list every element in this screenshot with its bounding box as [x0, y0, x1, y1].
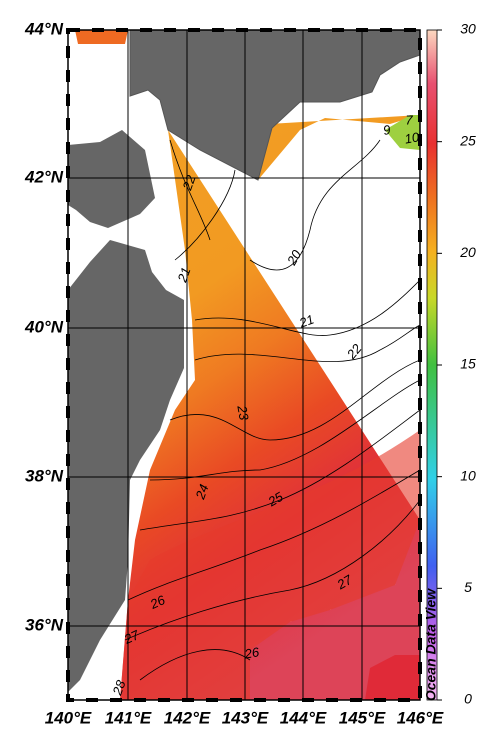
contour-label: 26: [147, 592, 168, 612]
contour-line: [124, 499, 420, 641]
cold-patch: [385, 115, 420, 150]
contour-label: 21: [296, 311, 316, 330]
lon-label: 146°E: [397, 708, 444, 727]
contour-label: 28: [109, 678, 129, 698]
contour-label: 20: [283, 247, 304, 269]
contours: [124, 139, 420, 681]
lon-label: 145°E: [339, 708, 386, 727]
watermark: Ocean Data View: [423, 588, 439, 701]
contour-label: 26: [242, 644, 261, 662]
colorbar-tick-label: 0: [464, 691, 472, 707]
lat-label: 44°N: [24, 19, 64, 38]
colorbar-tick-label: 5: [464, 579, 472, 595]
contour-line: [194, 279, 420, 336]
contour-label: 27: [334, 572, 356, 593]
contour-line: [169, 359, 420, 441]
contour-label: 10: [403, 129, 421, 146]
colorbar-tick-label: 20: [459, 244, 476, 260]
contour-line: [194, 324, 420, 362]
temperature-field-south: [365, 655, 420, 700]
land-honshu: [68, 240, 184, 692]
contour-label: 23: [234, 403, 252, 422]
contour-line: [169, 139, 211, 241]
lon-label: 142°E: [164, 708, 211, 727]
temperature-field-north: [75, 30, 128, 44]
contour-label: 21: [174, 265, 193, 285]
contour-label: 7: [405, 112, 413, 127]
lat-label: 42°N: [24, 167, 64, 186]
land-hokkaido: [129, 30, 420, 181]
contour-line: [174, 169, 236, 261]
warm-band: [120, 430, 420, 700]
colorbar-tick-label: 10: [460, 467, 476, 483]
lat-label: 40°N: [24, 317, 64, 336]
colorbar-tick-label: 25: [459, 132, 476, 148]
contour-label: 27: [121, 627, 142, 647]
map-frame: [67, 29, 421, 701]
lon-label: 140°E: [45, 708, 92, 727]
colorbar-tick-label: 15: [460, 356, 476, 372]
contour-label: 24: [192, 482, 211, 502]
map-area: [68, 30, 420, 700]
contour-line: [249, 139, 381, 271]
colorbar-tick-label: 30: [460, 21, 476, 37]
contour-label: 25: [265, 489, 287, 510]
contour-line: [139, 409, 420, 531]
graticule: [68, 30, 420, 700]
land-oshima: [68, 130, 155, 228]
lon-label: 143°E: [222, 708, 269, 727]
lon-label: 144°E: [280, 708, 327, 727]
contour-line: [127, 469, 420, 601]
lat-label: 36°N: [25, 615, 64, 634]
lat-label: 38°N: [25, 466, 64, 485]
contour-label: 9: [382, 122, 392, 138]
contour-line: [139, 649, 251, 681]
contour-label: 22: [179, 173, 199, 193]
lon-label: 141°E: [105, 708, 152, 727]
